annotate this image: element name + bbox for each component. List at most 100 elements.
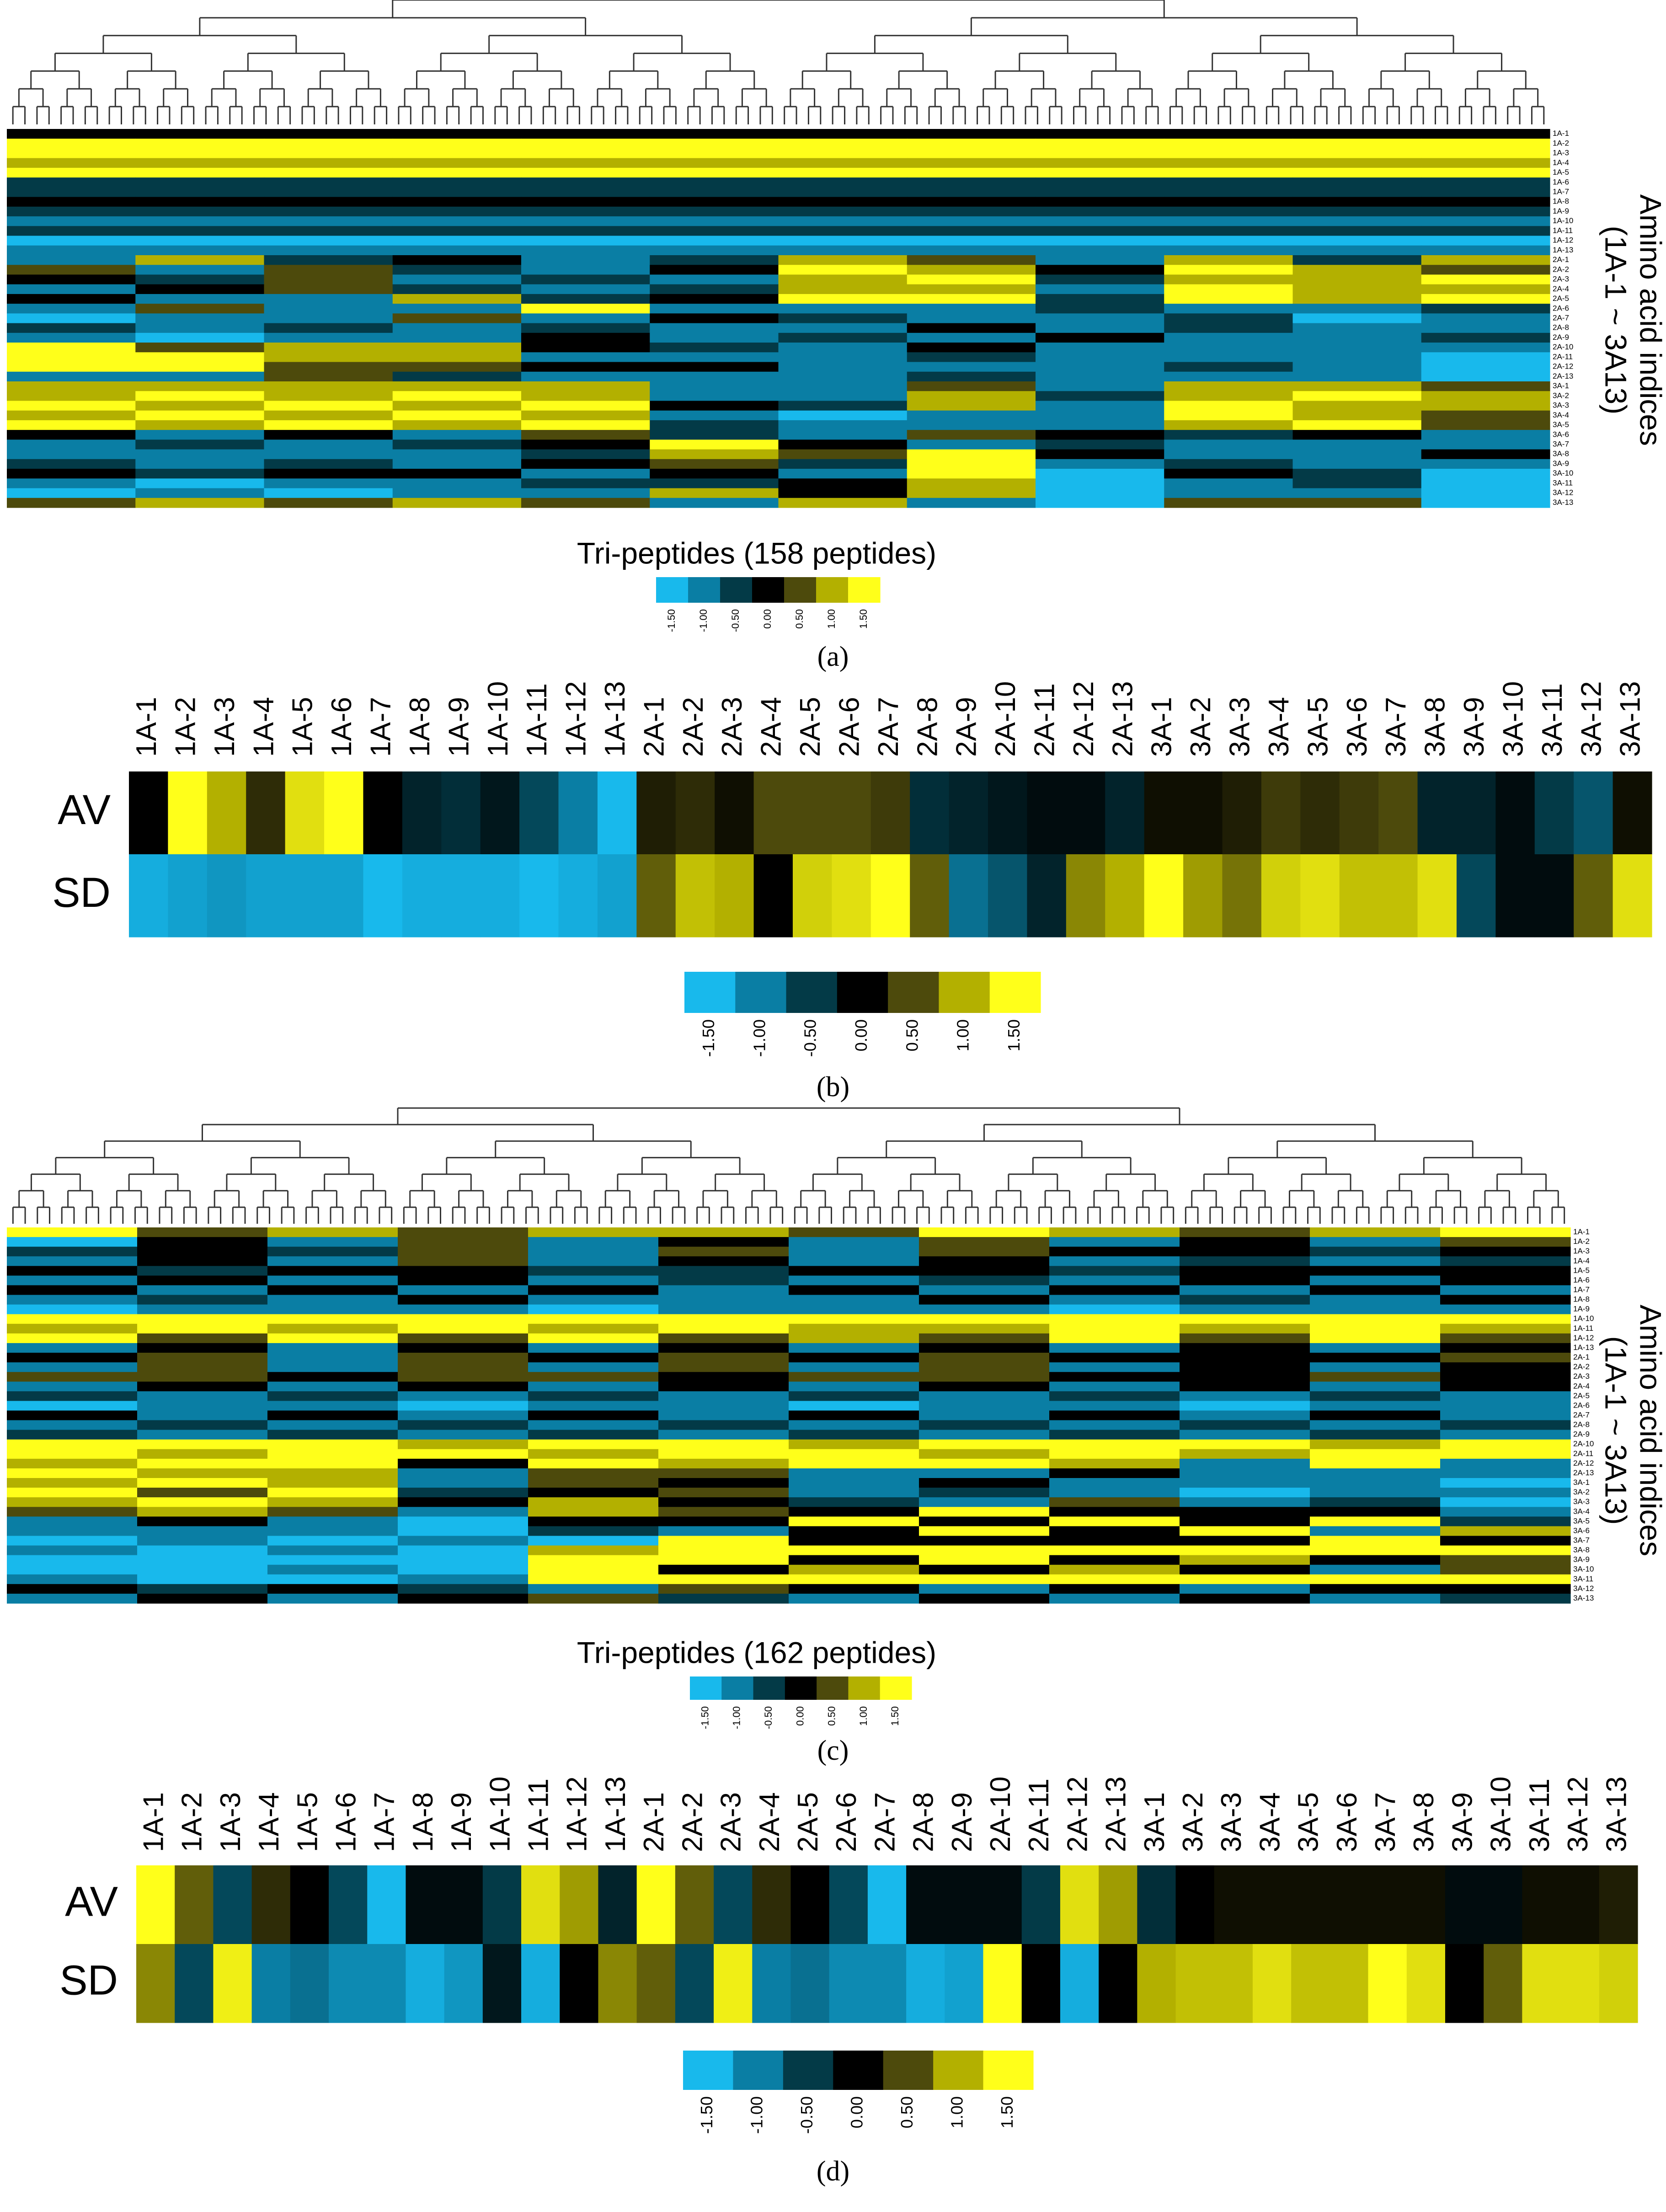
heatmap-cell <box>778 323 908 333</box>
column-label: 3A-4 <box>1263 697 1295 757</box>
colorbar-tick-label: 1.50 <box>889 1706 901 1726</box>
heatmap-cell <box>1164 304 1293 314</box>
heatmap-cell <box>650 197 779 207</box>
heatmap-cell <box>658 1391 789 1401</box>
heatmap-cell <box>1310 1372 1441 1382</box>
column-label: 2A-13 <box>1107 681 1138 757</box>
heatmap-cell <box>1049 1285 1180 1296</box>
heatmap-cell <box>267 1237 398 1247</box>
heatmap-cell <box>1036 129 1164 139</box>
heatmap-cell <box>1440 1285 1571 1296</box>
heatmap-cell <box>1292 158 1422 168</box>
heatmap-cell <box>135 323 265 333</box>
heatmap-cell <box>7 148 136 159</box>
heatmap-cell <box>907 498 1036 508</box>
heatmap-cell <box>251 1944 291 2023</box>
heatmap-cell <box>7 245 136 256</box>
heatmap-cell <box>7 1304 138 1315</box>
heatmap-cell <box>1049 1430 1180 1440</box>
heatmap-cell <box>137 1266 268 1276</box>
heatmap-cell <box>1183 854 1223 937</box>
heatmap-cell <box>264 197 393 207</box>
heatmap-cell <box>168 771 208 855</box>
heatmap-cell <box>135 139 265 149</box>
heatmap-cell <box>1522 1944 1561 2023</box>
heatmap-cell <box>1421 362 1550 372</box>
heatmap-cell <box>267 1555 398 1565</box>
heatmap-cell <box>1421 245 1550 256</box>
heatmap-cell <box>213 1865 252 1944</box>
row-label: 3A-12 <box>1553 488 1573 497</box>
heatmap-cell <box>264 274 393 285</box>
heatmap-cell <box>650 255 779 265</box>
heatmap-cell <box>1292 197 1422 207</box>
heatmap-cell <box>1421 371 1550 382</box>
heatmap-cell <box>1164 478 1293 489</box>
heatmap-cell <box>1421 284 1550 295</box>
heatmap-cell <box>907 343 1036 353</box>
heatmap-cell <box>137 1382 268 1392</box>
column-label: 2A-9 <box>951 697 983 757</box>
heatmap-cell <box>480 771 520 855</box>
heatmap-cell <box>778 265 908 275</box>
heatmap-cell <box>1164 401 1293 411</box>
colorbar-tick-label: -1.50 <box>697 2096 716 2134</box>
heatmap-cell <box>1310 1574 1441 1585</box>
heatmap-cell <box>137 1536 268 1546</box>
heatmap-cell <box>560 1865 599 1944</box>
heatmap-cell <box>1021 1865 1061 1944</box>
heatmap-cell <box>919 1545 1050 1556</box>
heatmap-cell <box>919 1275 1050 1286</box>
heatmap-cell <box>137 1584 268 1594</box>
heatmap-cell <box>519 854 559 937</box>
heatmap-cell <box>658 1584 789 1594</box>
heatmap-cell <box>1421 129 1550 139</box>
heatmap-cell <box>1060 1944 1099 2023</box>
heatmap-cell <box>7 1227 138 1237</box>
heatmap-cell <box>398 1458 529 1469</box>
heatmap-cell <box>398 1516 529 1526</box>
row-label: 2A-11 <box>1573 1449 1593 1458</box>
heatmap-cell <box>135 410 265 421</box>
heatmap-cell <box>1180 1266 1310 1276</box>
row-label: 1A-7 <box>1553 187 1569 196</box>
heatmap-cell <box>1036 313 1164 324</box>
heatmap-cell <box>398 1430 529 1440</box>
heatmap-cell <box>658 1256 789 1266</box>
heatmap-cell <box>1049 1314 1180 1324</box>
heatmap-cell <box>1310 1478 1441 1488</box>
heatmap-cell <box>7 1410 138 1421</box>
heatmap-cell <box>1417 854 1457 937</box>
heatmap-cell <box>1180 1574 1310 1585</box>
heatmap-cell <box>1440 1497 1571 1507</box>
heatmap-cell <box>528 1410 659 1421</box>
column-label: 1A-8 <box>407 1792 439 1852</box>
heatmap-cell <box>398 1227 529 1237</box>
heatmap-cell <box>1180 1458 1310 1469</box>
heatmap-cell <box>636 1944 676 2023</box>
colorbar-swatch <box>785 1676 817 1700</box>
heatmap-cell <box>137 1295 268 1305</box>
heatmap-cell <box>285 771 325 855</box>
heatmap-cell <box>907 294 1036 304</box>
heatmap-cell <box>135 488 265 498</box>
row-label: 3A-3 <box>1553 401 1569 410</box>
row-label: 2A-8 <box>1553 323 1569 332</box>
heatmap-cell <box>1105 771 1145 855</box>
heatmap-cell <box>1180 1488 1310 1498</box>
row-label: 3A-11 <box>1553 478 1573 487</box>
heatmap-cell <box>441 771 481 855</box>
heatmap-cell <box>264 245 393 256</box>
row-label: 2A-6 <box>1553 304 1569 312</box>
heatmap-cell <box>789 1237 919 1247</box>
heatmap-cell <box>264 410 393 421</box>
heatmap-cell <box>398 1555 529 1565</box>
heatmap-cell <box>907 313 1036 324</box>
heatmap-cell <box>650 139 779 149</box>
heatmap-cell <box>521 216 650 226</box>
colorbar-swatch <box>733 2051 784 2090</box>
heatmap-cell <box>778 148 908 159</box>
colorbar-tick-label: 1.00 <box>858 1706 869 1726</box>
heatmap-cell <box>1310 1526 1441 1537</box>
heatmap-cell <box>1440 1468 1571 1478</box>
